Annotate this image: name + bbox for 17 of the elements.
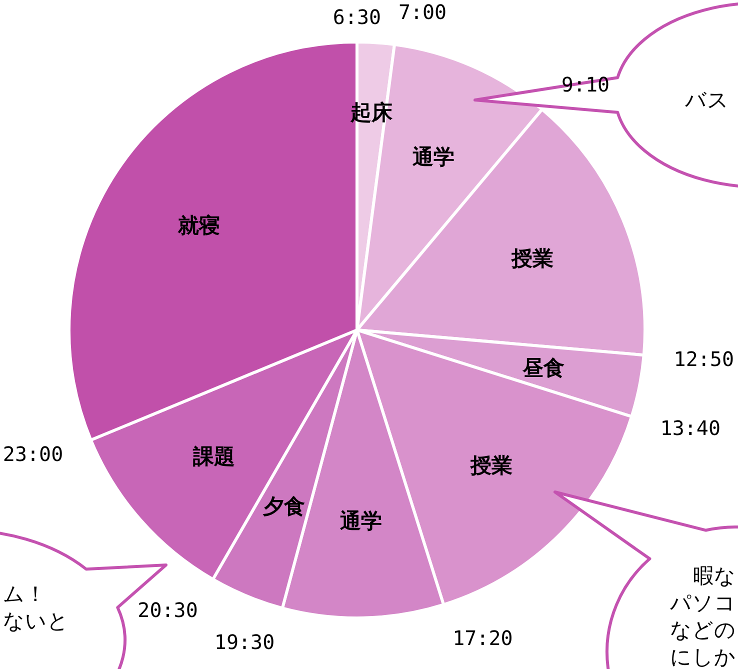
slice-label: 通学 (339, 509, 382, 534)
slice-label: 就寝 (176, 213, 220, 238)
slice-label: 課題 (192, 444, 236, 468)
text: 23:00 (2, 442, 64, 466)
slice-label: 通学 (412, 145, 455, 170)
text: 6:30 (332, 5, 382, 29)
text: 20:30 (138, 598, 198, 622)
text: 13:40 (660, 416, 721, 440)
slice-label: 起床 (349, 100, 394, 125)
text: 19:30 (214, 630, 275, 654)
slice-label: 授業 (510, 246, 554, 270)
text: 17:20 (452, 626, 513, 650)
slice-label: 授業 (469, 453, 512, 478)
slice-label: 夕食 (262, 494, 306, 519)
slice-label: 昼食 (521, 356, 564, 380)
text: 12:50 (674, 347, 734, 372)
text: 7:00 (398, 0, 447, 24)
